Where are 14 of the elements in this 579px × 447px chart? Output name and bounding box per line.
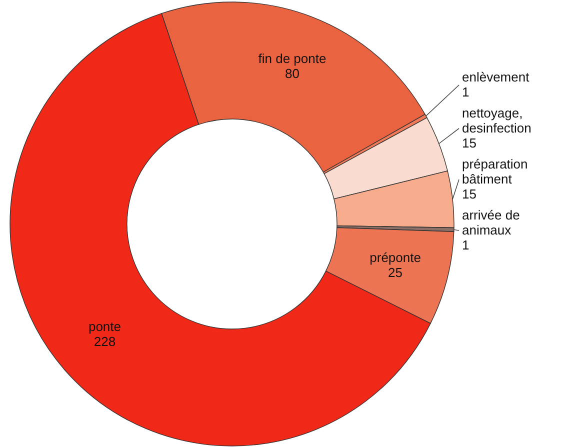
data-label: 1 — [462, 237, 470, 252]
slice-label: ponte — [88, 318, 121, 334]
data-label: 1 — [462, 84, 470, 100]
slice-label: préponte — [370, 250, 421, 266]
slice-label: enlèvement — [462, 69, 530, 84]
data-label: 15 — [462, 186, 476, 202]
slice-label: fin de ponte — [258, 51, 326, 66]
data-label: 25 — [388, 265, 403, 280]
data-label: 15 — [462, 135, 476, 150]
slice-label: arrivée de animaux — [462, 207, 520, 238]
data-label: 228 — [94, 334, 116, 349]
data-label: 80 — [285, 66, 300, 82]
slice-label: préparation bâtiment — [462, 156, 528, 186]
slice-label: nettoyage, desinfection — [462, 105, 532, 136]
